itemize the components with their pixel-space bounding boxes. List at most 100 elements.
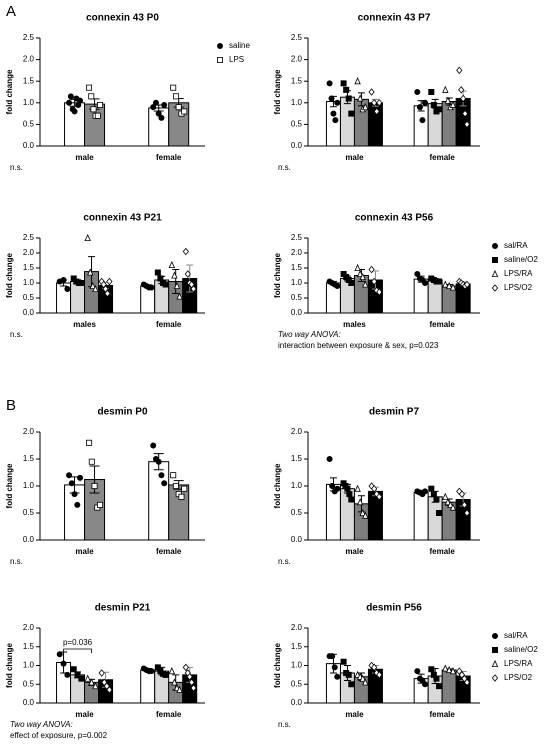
data-point (326, 455, 333, 462)
x-tick-label: female (429, 547, 455, 556)
data-point (362, 511, 369, 519)
annotation: n.s. (10, 330, 23, 339)
data-point (376, 99, 383, 107)
x-tick-label: males (343, 320, 366, 329)
y-tick-label: 0.5 (291, 120, 303, 129)
data-point (181, 108, 188, 115)
y-tick-label: 1.5 (23, 263, 35, 272)
data-point (66, 99, 73, 106)
legend-marker (491, 269, 499, 277)
data-point (68, 480, 75, 487)
y-tick-label: 0.5 (23, 508, 35, 517)
legend-label: LPS/RA (504, 269, 533, 278)
data-point (368, 265, 375, 274)
data-point (154, 269, 161, 276)
data-point (354, 263, 361, 271)
data-point (98, 669, 105, 677)
data-point (430, 101, 437, 108)
error-bar (172, 269, 180, 294)
x-tick-label: female (429, 153, 455, 162)
legend-label: saline/O2 (504, 645, 538, 654)
chart-title: desmin P7 (369, 407, 419, 418)
data-point (331, 664, 338, 671)
y-tick-label: 2.0 (23, 427, 35, 436)
data-point (182, 663, 189, 672)
data-point (94, 112, 101, 119)
chart-title: desmin P0 (97, 407, 147, 418)
data-point (376, 671, 383, 679)
x-tick-label: female (429, 320, 455, 329)
data-point (92, 682, 99, 690)
data-point (368, 88, 375, 96)
y-axis-label: fold change (5, 69, 14, 114)
data-point (376, 288, 383, 296)
y-tick-label: 1.5 (291, 76, 303, 85)
y-tick-label: 1.5 (291, 454, 303, 463)
legend-marker (491, 647, 498, 654)
data-point (181, 485, 188, 492)
data-point (345, 671, 352, 678)
data-point (362, 678, 369, 686)
legend-marker (491, 242, 498, 249)
data-point (74, 501, 81, 508)
data-point (88, 93, 95, 100)
data-point (92, 284, 99, 292)
y-tick-label: 0.0 (291, 698, 303, 707)
y-tick-label: 2.0 (291, 427, 303, 436)
data-point (178, 493, 185, 500)
data-point (428, 666, 435, 673)
data-point (161, 101, 168, 108)
y-tick-label: 2.5 (23, 233, 35, 242)
legend-label: LPS (229, 55, 244, 64)
y-tick-label: 1.5 (23, 76, 35, 85)
chart-title: desmin P21 (95, 603, 151, 614)
y-tick-label: 1.0 (23, 98, 35, 107)
data-point (340, 80, 347, 87)
y-tick-label: 1.0 (23, 481, 35, 490)
data-point (173, 281, 181, 289)
data-point (87, 268, 94, 276)
data-point (348, 279, 355, 286)
y-tick-label: 1.0 (291, 98, 303, 107)
y-tick-label: 1.0 (23, 661, 35, 670)
x-tick-label: males (73, 320, 96, 329)
y-tick-label: 1.5 (291, 642, 303, 651)
y-tick-label: 1.5 (23, 642, 35, 651)
legend-marker (491, 633, 498, 640)
data-point (158, 114, 165, 121)
x-tick-label: male (75, 710, 94, 719)
error-bar (186, 264, 194, 293)
data-point (340, 658, 347, 665)
data-point (346, 491, 353, 498)
data-point (463, 509, 471, 517)
y-tick-label: 0.0 (291, 308, 303, 317)
data-point (71, 108, 78, 115)
chart-title: connexin 43 P56 (355, 213, 434, 224)
bar (339, 96, 355, 147)
data-point (436, 278, 443, 285)
annotation: n.s. (10, 163, 23, 172)
data-point (362, 280, 369, 288)
bar (325, 101, 341, 147)
data-point (64, 671, 71, 678)
bar (140, 669, 156, 704)
data-point (188, 678, 195, 687)
data-point (428, 485, 435, 492)
annotation: n.s. (10, 557, 23, 566)
y-tick-label: 1.5 (23, 454, 35, 463)
data-point (371, 277, 378, 286)
data-point (461, 109, 469, 118)
data-point (334, 673, 341, 680)
data-point (334, 282, 341, 289)
data-point (444, 96, 452, 104)
data-point (56, 651, 63, 658)
data-point (442, 85, 449, 93)
data-point (422, 488, 429, 495)
data-point (78, 279, 85, 286)
x-tick-label: male (75, 153, 94, 162)
annotation: Two way ANOVA: (10, 720, 73, 729)
bar (455, 283, 471, 314)
bar (70, 281, 86, 314)
data-point (172, 93, 179, 100)
data-point (171, 271, 178, 279)
